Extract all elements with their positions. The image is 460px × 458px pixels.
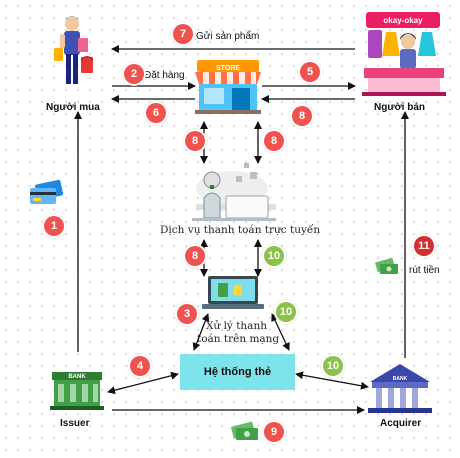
step-badge-10-service: 10 [264, 246, 284, 266]
buyer-label: Người mua [46, 102, 100, 113]
edge-label-order: Đặt hàng [144, 70, 185, 81]
issuer-label: Issuer [60, 418, 90, 429]
arrow-issuer-card [107, 371, 179, 395]
store-icon [195, 60, 261, 114]
money-icon-withdraw [375, 258, 398, 274]
edge-label-withdraw: rút tiền [409, 265, 440, 276]
issuer-bank-icon [50, 372, 104, 410]
acquirer-bank-sign: BANK [393, 376, 408, 382]
step-badge-1: 1 [44, 216, 64, 236]
online-processing-label-line1: Xử lý thanh [206, 320, 267, 332]
step-badge-7: 7 [173, 24, 193, 44]
step-badge-8-store-right: 8 [264, 131, 284, 151]
online-processing-label-line2: toán trên mạng [197, 333, 280, 345]
seller-label: Người bán [374, 102, 426, 113]
arrow-processing-card-right [271, 313, 290, 351]
payment-service-label: Dịch vụ thanh toán trực tuyến [160, 224, 321, 236]
card-system-label: Hệ thống thẻ [203, 366, 272, 378]
step-badge-3: 3 [177, 304, 197, 324]
store-sign: STORE [216, 65, 240, 72]
edge-label-send-product: Gửi sản phẩm [196, 31, 260, 42]
step-badge-5: 5 [300, 62, 320, 82]
arrow-card-acquirer [295, 371, 369, 390]
money-icon-payment [231, 421, 258, 440]
step-badge-8-store-left: 8 [185, 131, 205, 151]
step-badge-2: 2 [124, 64, 144, 84]
step-badge-10-card: 10 [323, 356, 343, 376]
step-badge-4: 4 [130, 356, 150, 376]
step-badge-9: 9 [264, 422, 284, 442]
laptop-icon [202, 276, 264, 309]
step-badge-11: 11 [414, 236, 434, 256]
acquirer-bank-icon [368, 364, 432, 413]
seller-icon [362, 12, 446, 96]
payment-service-icon [192, 163, 276, 221]
issuer-bank-sign: BANK [68, 374, 86, 380]
buyer-icon [54, 16, 94, 84]
step-badge-8-service: 8 [185, 246, 205, 266]
acquirer-label: Acquirer [380, 418, 422, 429]
step-badge-6: 6 [146, 103, 166, 123]
seller-banner: okay-okay [383, 16, 423, 25]
credit-card-icon [30, 179, 64, 204]
card-system-box: Hệ thống thẻ [180, 354, 295, 390]
step-badge-8-seller: 8 [292, 106, 312, 126]
arrow-processing-card-left [192, 313, 210, 351]
step-badge-10-processing: 10 [276, 302, 296, 322]
